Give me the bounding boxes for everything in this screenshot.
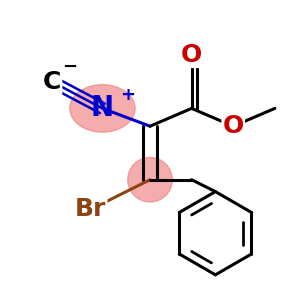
Text: O: O [223, 114, 244, 138]
Ellipse shape [70, 85, 135, 132]
Text: N: N [91, 94, 114, 122]
Text: +: + [120, 86, 135, 104]
Text: −: − [62, 58, 77, 76]
Text: C: C [43, 70, 61, 94]
Circle shape [128, 158, 172, 202]
Text: O: O [181, 43, 202, 67]
Text: Br: Br [75, 197, 106, 221]
